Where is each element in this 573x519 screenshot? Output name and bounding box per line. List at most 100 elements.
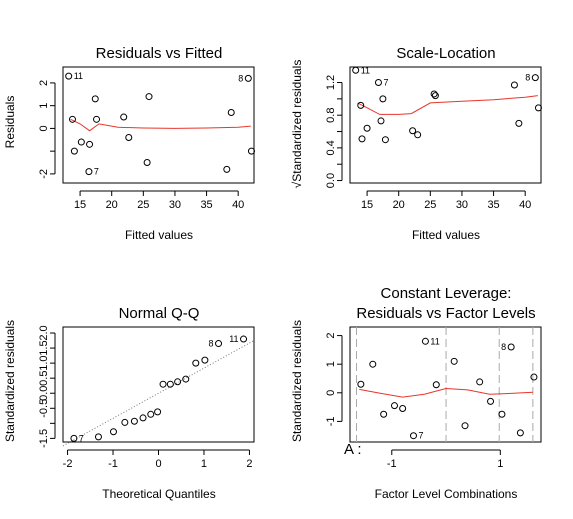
panel-residuals-vs-fitted: Residuals vs Fitted Fitted values Residu… — [3, 45, 222, 242]
y-tick-label: -0.5 — [38, 399, 50, 418]
y-tick-label: 0.0 — [325, 173, 337, 188]
qq-reference-line — [62, 340, 255, 447]
y-axis-label: Standardized residuals — [3, 320, 17, 442]
panel-scale-location: Scale-Location Fitted values √Standardiz… — [290, 45, 496, 242]
point-label: 7 — [383, 78, 388, 88]
x-tick-label: 30 — [169, 199, 181, 211]
data-point — [432, 381, 440, 389]
data-point — [174, 378, 182, 386]
panel-normal-qq: Normal Q-Q Theoretical Quantiles Standar… — [3, 305, 216, 501]
data-point — [109, 428, 117, 436]
data-point — [166, 380, 174, 388]
data-point — [85, 168, 93, 176]
data-point — [70, 147, 78, 155]
data-point — [409, 127, 417, 135]
data-point — [247, 147, 255, 155]
plot-area-scale-location: 15 20 25 30 35 40 0.0 0.4 0.8 1.2 11 7 8 — [325, 65, 542, 211]
plot-frame — [349, 66, 542, 184]
x-axis-label: Theoretical Quantiles — [102, 487, 215, 501]
data-point — [379, 95, 387, 103]
x-tick-label: -1 — [108, 458, 118, 470]
x-tick-label: 15 — [74, 199, 86, 211]
data-point — [377, 117, 385, 125]
plot-area-constant-leverage: -1 1 -1 0 1 2 7 11 8 — [325, 326, 542, 470]
data-point — [147, 410, 155, 418]
data-point — [154, 408, 162, 416]
panel-title: Constant Leverage: — [381, 285, 512, 302]
plot-frame — [62, 66, 255, 184]
data-point — [430, 90, 438, 98]
y-tick-label: 2 — [325, 333, 337, 339]
x-tick-label: 35 — [200, 199, 212, 211]
y-tick-label: 0.5 — [38, 371, 50, 386]
data-point — [93, 115, 101, 123]
y-tick-label: 1.2 — [325, 75, 337, 90]
data-point — [240, 335, 248, 343]
x-axis-label: Factor Level Combinations — [375, 487, 518, 501]
point-label: 11 — [74, 71, 83, 81]
point-label: 7 — [79, 433, 84, 443]
x-tick-label: 40 — [519, 199, 531, 211]
data-point — [515, 119, 523, 127]
y-tick-label: 0 — [325, 390, 337, 396]
data-point — [476, 378, 484, 386]
data-point — [461, 422, 469, 430]
point-label: 8 — [501, 342, 506, 352]
data-point — [145, 93, 153, 101]
data-point — [120, 113, 128, 121]
y-axis-label: Standardized residuals — [290, 320, 304, 442]
data-point — [390, 402, 398, 410]
data-point — [68, 115, 76, 123]
data-point — [121, 418, 129, 426]
data-point — [192, 359, 200, 367]
x-tick-label: 1 — [201, 458, 207, 470]
point-label: 11 — [229, 334, 238, 344]
point-label: 11 — [430, 336, 439, 346]
data-point — [65, 72, 73, 80]
y-tick-label: -1.5 — [38, 429, 50, 448]
data-point — [125, 134, 133, 142]
data-point — [86, 140, 94, 148]
point-label: 11 — [361, 65, 370, 75]
y-tick-label: 0.0 — [38, 386, 50, 401]
plot-frame — [62, 326, 255, 443]
point-label: 8 — [525, 73, 530, 83]
x-axis-label: Fitted values — [125, 228, 193, 242]
data-point — [352, 66, 360, 74]
x-tick-label: -2 — [63, 458, 73, 470]
data-point — [369, 360, 377, 368]
y-tick-label: 0 — [38, 125, 50, 131]
y-tick-label: 1.5 — [38, 340, 50, 355]
y-tick-label: 2 — [38, 80, 50, 86]
y-tick-label: 1.0 — [38, 355, 50, 370]
x-tick-label: 0 — [155, 458, 161, 470]
data-point — [363, 124, 371, 132]
data-point — [139, 414, 147, 422]
data-point — [414, 131, 422, 139]
data-point — [70, 434, 78, 442]
point-label: 8 — [209, 339, 214, 349]
x-tick-label: 20 — [393, 199, 405, 211]
data-point — [431, 92, 439, 100]
x-tick-label: 35 — [487, 199, 499, 211]
x-tick-label: 1 — [497, 458, 503, 470]
data-point — [94, 433, 102, 441]
factor-name-label: A : — [344, 441, 362, 458]
data-point — [357, 101, 365, 109]
data-point — [380, 410, 388, 418]
y-tick-label: -2 — [38, 169, 50, 179]
panel-title: Normal Q-Q — [119, 305, 200, 322]
y-tick-label: 1 — [325, 361, 337, 367]
data-point — [77, 138, 85, 146]
data-point — [409, 432, 417, 440]
data-point — [381, 136, 389, 144]
data-point — [143, 159, 151, 167]
plot-frame — [349, 326, 542, 443]
data-point — [215, 340, 223, 348]
x-tick-label: 40 — [232, 199, 244, 211]
y-axis-label: Residuals — [3, 96, 17, 149]
point-label: 8 — [238, 73, 243, 83]
x-tick-label: 30 — [456, 199, 468, 211]
x-tick-label: 25 — [424, 199, 436, 211]
